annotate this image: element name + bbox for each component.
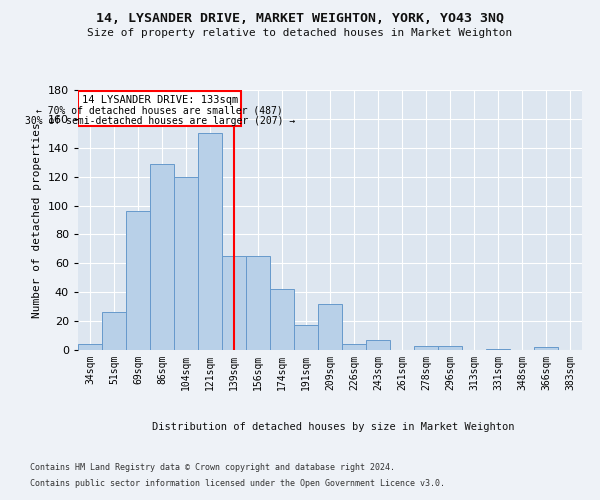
Bar xyxy=(246,256,270,350)
Text: ← 70% of detached houses are smaller (487): ← 70% of detached houses are smaller (48… xyxy=(37,106,283,116)
Bar xyxy=(198,134,222,350)
Bar xyxy=(126,212,150,350)
Bar xyxy=(438,346,462,350)
Bar xyxy=(294,326,318,350)
Y-axis label: Number of detached properties: Number of detached properties xyxy=(32,122,42,318)
Bar xyxy=(79,92,241,126)
Text: Size of property relative to detached houses in Market Weighton: Size of property relative to detached ho… xyxy=(88,28,512,38)
Text: Contains HM Land Registry data © Crown copyright and database right 2024.: Contains HM Land Registry data © Crown c… xyxy=(30,462,395,471)
Bar xyxy=(78,344,102,350)
Bar xyxy=(342,344,366,350)
Bar xyxy=(222,256,246,350)
Bar xyxy=(414,346,438,350)
Bar xyxy=(318,304,342,350)
Bar xyxy=(174,176,198,350)
Text: 14 LYSANDER DRIVE: 133sqm: 14 LYSANDER DRIVE: 133sqm xyxy=(82,95,238,105)
Bar xyxy=(150,164,174,350)
Text: 14, LYSANDER DRIVE, MARKET WEIGHTON, YORK, YO43 3NQ: 14, LYSANDER DRIVE, MARKET WEIGHTON, YOR… xyxy=(96,12,504,26)
Text: Distribution of detached houses by size in Market Weighton: Distribution of detached houses by size … xyxy=(152,422,514,432)
Text: Contains public sector information licensed under the Open Government Licence v3: Contains public sector information licen… xyxy=(30,479,445,488)
Text: 30% of semi-detached houses are larger (207) →: 30% of semi-detached houses are larger (… xyxy=(25,116,295,126)
Bar xyxy=(270,290,294,350)
Bar xyxy=(102,312,126,350)
Bar xyxy=(534,347,558,350)
Bar xyxy=(366,340,390,350)
Bar xyxy=(486,348,510,350)
